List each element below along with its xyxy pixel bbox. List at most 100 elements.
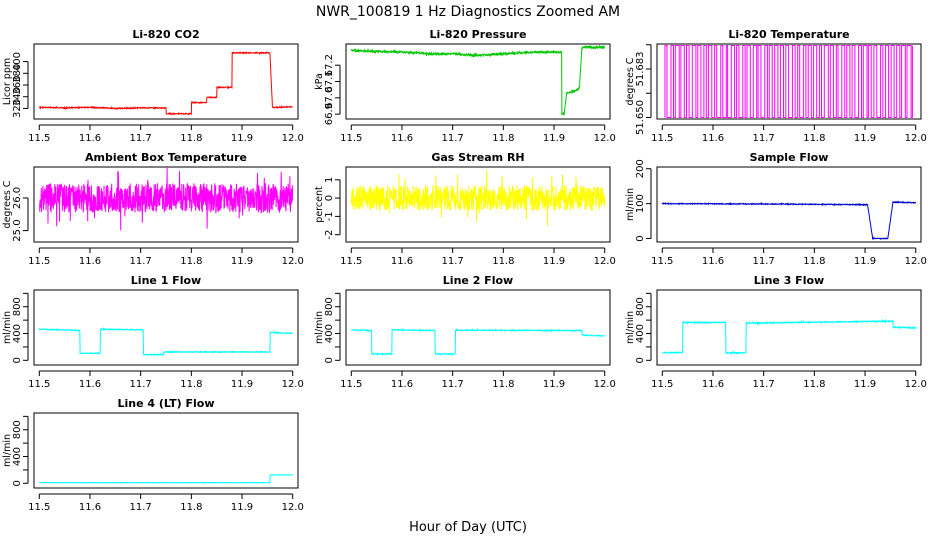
x-tick-label: 11.6 — [79, 502, 101, 513]
y-tick-label: 67.0 — [324, 87, 335, 109]
y-tick-label: 0 — [635, 357, 646, 363]
y-axis: 25.0 26.0 — [12, 187, 29, 242]
panel-title: Ambient Box Temperature — [85, 151, 247, 164]
y-tick-label: 67.2 — [324, 54, 335, 76]
y-tick-label: -1 — [324, 211, 335, 221]
series-group — [38, 327, 293, 357]
x-axis: 11.5 11.6 11.7 11.8 11.9 12.0 — [340, 370, 616, 390]
series-group — [38, 50, 293, 116]
y-tick-label: 360 — [12, 75, 23, 94]
y-tick-label: 400 — [12, 52, 23, 71]
x-tick-label: 11.7 — [753, 379, 775, 390]
x-tick-label: 11.9 — [231, 502, 253, 513]
x-axis: 11.5 11.6 11.7 11.8 11.9 12.0 — [28, 124, 304, 144]
plot-frame — [656, 289, 922, 366]
x-tick-label: 11.8 — [180, 256, 202, 267]
y-axis-label: percent — [314, 186, 325, 223]
y-axis-label: ml/min — [2, 311, 13, 344]
panel-4: Gas Stream RH percent 11.5 11.6 11.7 11.8 11.9… — [314, 151, 616, 267]
x-tick-label: 12.0 — [594, 379, 616, 390]
panel-6: Line 1 Flow ml/min 11.5 11.6 11.7 11.8 11.9 12.… — [2, 274, 304, 390]
y-tick-label: 1 — [324, 177, 335, 183]
y-tick-label: 51.683 — [635, 52, 646, 87]
panel-7: Line 2 Flow ml/min 11.5 11.6 11.7 11.8 11.9 12.… — [314, 274, 616, 390]
y-axis: 0 400 800 — [324, 292, 341, 364]
x-tick-label: 11.5 — [340, 256, 362, 267]
x-tick-label: 11.8 — [180, 379, 202, 390]
y-axis-label: degrees C — [625, 57, 636, 105]
y-tick-label: 0 — [324, 195, 335, 201]
series-line — [661, 200, 917, 241]
y-tick-label: 67.1 — [324, 70, 335, 92]
y-axis-label: Licor ppm — [2, 58, 13, 105]
panel-title: Gas Stream RH — [431, 151, 524, 164]
x-tick-label: 12.0 — [282, 502, 304, 513]
x-tick-label: 11.9 — [854, 133, 876, 144]
x-tick-label: 11.7 — [442, 256, 464, 267]
x-tick-label: 11.8 — [180, 502, 202, 513]
y-tick-label: 800 — [635, 297, 646, 316]
x-tick-label: 11.5 — [28, 379, 50, 390]
panel-title: Line 3 Flow — [754, 274, 824, 287]
panel-3: Ambient Box Temperature degrees C 11.5 11.6… — [2, 151, 304, 267]
series-line — [351, 327, 605, 357]
x-tick-label: 11.8 — [803, 133, 825, 144]
x-tick-label: 11.5 — [340, 133, 362, 144]
panel-title: Line 2 Flow — [443, 274, 513, 287]
x-axis: 11.5 11.6 11.7 11.8 11.9 12.0 — [28, 370, 304, 390]
plot-frame — [33, 289, 299, 366]
plot-frame — [656, 43, 922, 120]
x-tick-label: 11.6 — [702, 379, 724, 390]
series-group — [39, 474, 293, 484]
series-line — [664, 45, 913, 119]
series-line — [38, 327, 293, 357]
x-tick-label: 11.6 — [702, 256, 724, 267]
x-tick-label: 11.9 — [543, 379, 565, 390]
y-tick-label: 400 — [12, 324, 23, 343]
x-tick-label: 11.6 — [702, 133, 724, 144]
y-tick-label: 340 — [12, 87, 23, 106]
figure-x-axis-label: Hour of Day (UTC) — [409, 520, 527, 535]
plot-frame — [33, 412, 299, 489]
x-tick-label: 11.8 — [492, 256, 514, 267]
plot-frame — [33, 43, 299, 120]
x-tick-label: 11.9 — [543, 256, 565, 267]
y-axis: -2 -1 0 1 — [324, 177, 341, 240]
y-tick-label: 26.0 — [12, 187, 23, 209]
x-tick-label: 11.7 — [442, 133, 464, 144]
plot-frame — [345, 43, 611, 120]
y-tick-label: 100 — [635, 194, 646, 213]
y-axis: 0 400 800 — [12, 415, 29, 487]
y-tick-label: 800 — [12, 297, 23, 316]
y-axis: 0 400 800 — [635, 292, 652, 364]
panel-title: Sample Flow — [750, 151, 829, 164]
y-tick-label: 320 — [12, 99, 23, 118]
series-line — [39, 474, 293, 484]
x-tick-label: 11.9 — [231, 133, 253, 144]
panel-title: Line 4 (LT) Flow — [118, 397, 215, 410]
y-tick-label: -2 — [324, 230, 335, 240]
panel-title: Li-820 Temperature — [728, 28, 849, 41]
panel-title: Line 1 Flow — [131, 274, 201, 287]
x-tick-label: 11.6 — [391, 256, 413, 267]
series-group — [661, 200, 917, 241]
x-tick-label: 11.8 — [492, 379, 514, 390]
x-tick-label: 12.0 — [905, 379, 927, 390]
panel-1: Li-820 Pressure kPa 11.5 11.6 11.7 11.8 11.9 12… — [314, 28, 616, 144]
plot-frame — [33, 166, 299, 243]
x-tick-label: 11.9 — [231, 256, 253, 267]
x-axis: 11.5 11.6 11.7 11.8 11.9 12.0 — [340, 124, 616, 144]
y-tick-label: 400 — [324, 324, 335, 343]
x-tick-label: 12.0 — [282, 133, 304, 144]
x-tick-label: 11.9 — [231, 379, 253, 390]
x-tick-label: 12.0 — [594, 256, 616, 267]
x-tick-label: 11.7 — [130, 379, 152, 390]
x-axis: 11.5 11.6 11.7 11.8 11.9 12.0 — [651, 124, 927, 144]
x-tick-label: 12.0 — [282, 379, 304, 390]
x-tick-label: 11.7 — [130, 502, 152, 513]
x-tick-label: 11.6 — [391, 133, 413, 144]
